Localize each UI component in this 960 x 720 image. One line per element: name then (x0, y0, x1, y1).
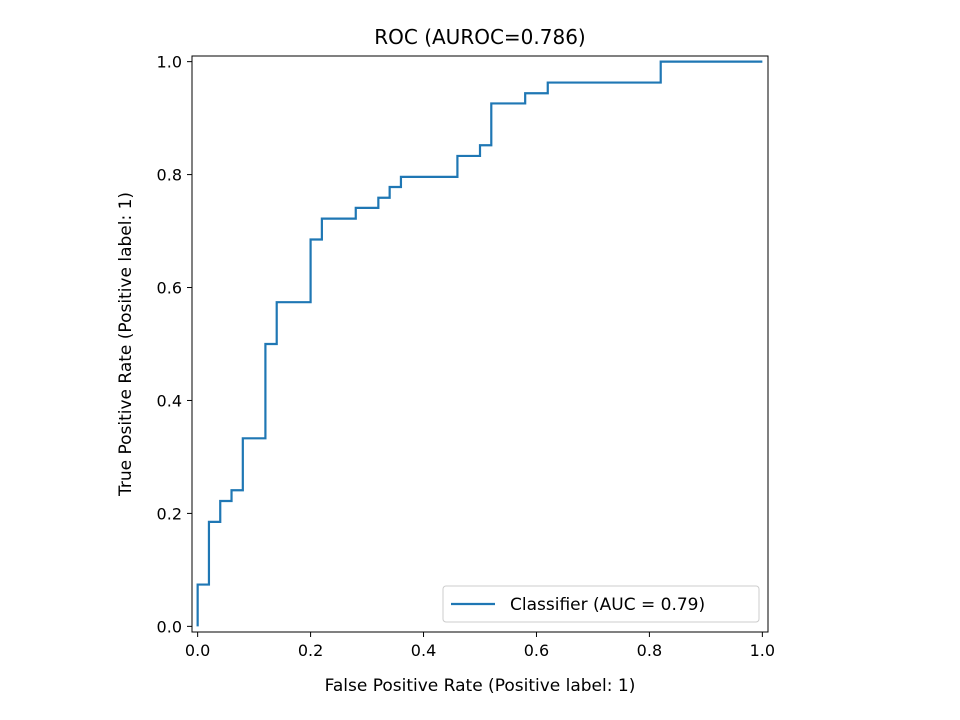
y-tick-label: 1.0 (157, 53, 182, 72)
legend-label-classifier: Classifier (AUC = 0.79) (510, 595, 705, 615)
series-line-classifier (196, 60, 763, 627)
x-tick-label: 1.0 (750, 641, 775, 660)
y-tick-label: 0.2 (157, 504, 182, 523)
y-tick-label: 0.8 (157, 166, 182, 185)
x-axis: 0.0 0.2 0.4 0.6 0.8 1.0 (185, 632, 775, 660)
x-tick-label: 0.8 (637, 641, 662, 660)
y-tick-label: 0.4 (157, 391, 182, 410)
x-axis-title: False Positive Rate (Positive label: 1) (325, 676, 636, 696)
x-tick-label: 0.6 (524, 641, 549, 660)
legend-box (442, 585, 760, 623)
x-tick-label: 0.2 (298, 641, 323, 660)
y-tick-label: 0.0 (157, 617, 182, 636)
plot-area: 0.0 0.2 0.4 0.6 0.8 1.0 0.0 0.2 0.4 0.6 0.8 1.0 (157, 53, 776, 660)
axes-frame (191, 55, 769, 633)
y-tick-label: 0.6 (157, 279, 182, 298)
x-tick-label: 0.0 (185, 641, 210, 660)
x-tick-label: 0.4 (411, 641, 436, 660)
chart-title: ROC (AUROC=0.786) (374, 25, 586, 49)
y-axis-title: True Positive Rate (Positive label: 1) (116, 192, 136, 497)
legend: Classifier (AUC = 0.79) (442, 585, 760, 623)
y-axis: 0.0 0.2 0.4 0.6 0.8 1.0 (157, 53, 192, 636)
